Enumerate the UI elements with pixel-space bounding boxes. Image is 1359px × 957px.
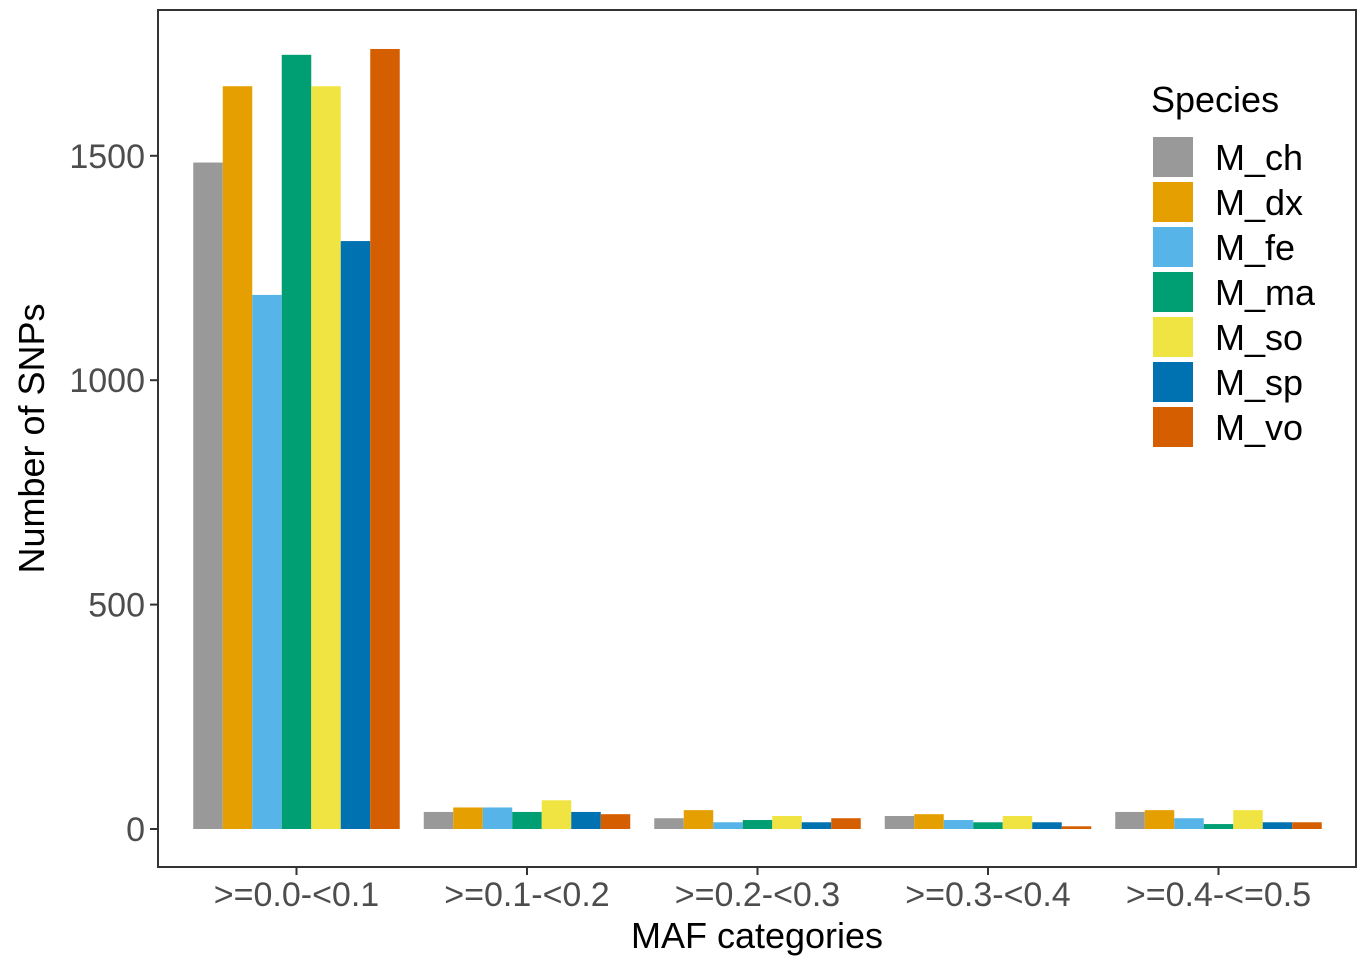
y-tick-label: 1500: [69, 138, 145, 176]
bar-m-ma: [281, 54, 312, 829]
x-tick-label: >=0.3-<0.4: [905, 876, 1070, 914]
bar-m-so: [541, 800, 572, 829]
bar-m-ma: [512, 811, 542, 829]
legend-key-m-sp: [1153, 362, 1193, 402]
y-axis-title: Number of SNPs: [11, 303, 52, 573]
bar-m-sp: [1262, 822, 1293, 829]
legend-label: M_fe: [1215, 227, 1295, 268]
bar-m-ma: [742, 820, 773, 829]
legend-key-m-so: [1153, 317, 1193, 357]
bar-m-so: [772, 815, 802, 829]
legend-label: M_sp: [1215, 362, 1303, 403]
bar-m-fe: [713, 822, 743, 829]
bar-m-vo: [1292, 822, 1322, 829]
bar-m-sp: [1032, 822, 1062, 829]
bar-m-ch: [1115, 811, 1145, 829]
legend-key-m-fe: [1153, 227, 1193, 267]
legend-label: M_ma: [1215, 272, 1316, 313]
legend-key-m-ma: [1153, 272, 1193, 312]
bar-m-ch: [654, 818, 684, 829]
x-tick-label: >=0.0-<0.1: [214, 876, 379, 914]
x-tick-label: >=0.4-<=0.5: [1126, 876, 1311, 914]
bar-m-ch: [423, 811, 454, 829]
bar-m-vo: [370, 48, 400, 830]
bar-m-dx: [683, 810, 714, 829]
bars-layer: [193, 48, 1322, 830]
legend-label: M_vo: [1215, 407, 1303, 448]
bar-m-sp: [340, 241, 371, 829]
y-tick-label: 1000: [69, 362, 145, 400]
bar-m-vo: [831, 818, 861, 829]
legend: Species M_chM_dxM_feM_maM_soM_spM_vo: [1151, 79, 1316, 448]
legend-label: M_dx: [1215, 182, 1303, 223]
y-tick-label: 0: [126, 811, 145, 849]
legend-title: Species: [1151, 79, 1279, 120]
legend-label: M_ch: [1215, 137, 1303, 178]
x-axis-title: MAF categories: [631, 915, 883, 956]
x-tick-label: >=0.2-<0.3: [675, 876, 840, 914]
bar-m-dx: [1144, 810, 1175, 829]
bar-m-so: [311, 86, 341, 829]
bar-m-sp: [571, 811, 601, 829]
y-tick-label: 500: [88, 587, 145, 625]
legend-key-m-dx: [1153, 182, 1193, 222]
x-tick-label: >=0.1-<0.2: [444, 876, 609, 914]
bar-m-dx: [914, 814, 944, 829]
bar-m-vo: [1061, 826, 1092, 829]
bar-m-ch: [193, 162, 223, 830]
bar-m-ch: [884, 815, 915, 829]
bar-m-so: [1233, 810, 1263, 829]
bar-m-fe: [1174, 818, 1204, 829]
x-axis: >=0.0-<0.1 >=0.1-<0.2 >=0.2-<0.3 >=0.3-<0.4…: [214, 867, 1311, 914]
legend-label: M_so: [1215, 317, 1303, 358]
y-axis: 0 500 1000 1500: [69, 138, 158, 849]
bar-m-vo: [600, 814, 631, 829]
legend-key-m-ch: [1153, 137, 1193, 177]
bar-m-fe: [482, 807, 513, 829]
bar-m-ma: [1203, 824, 1234, 829]
bar-m-fe: [943, 820, 974, 829]
bar-m-dx: [453, 807, 483, 829]
bar-m-ma: [973, 822, 1003, 829]
bar-m-fe: [252, 294, 282, 830]
bar-m-dx: [222, 86, 253, 829]
bar-m-sp: [801, 822, 832, 829]
bar-m-so: [1002, 815, 1033, 829]
legend-key-m-vo: [1153, 407, 1193, 447]
